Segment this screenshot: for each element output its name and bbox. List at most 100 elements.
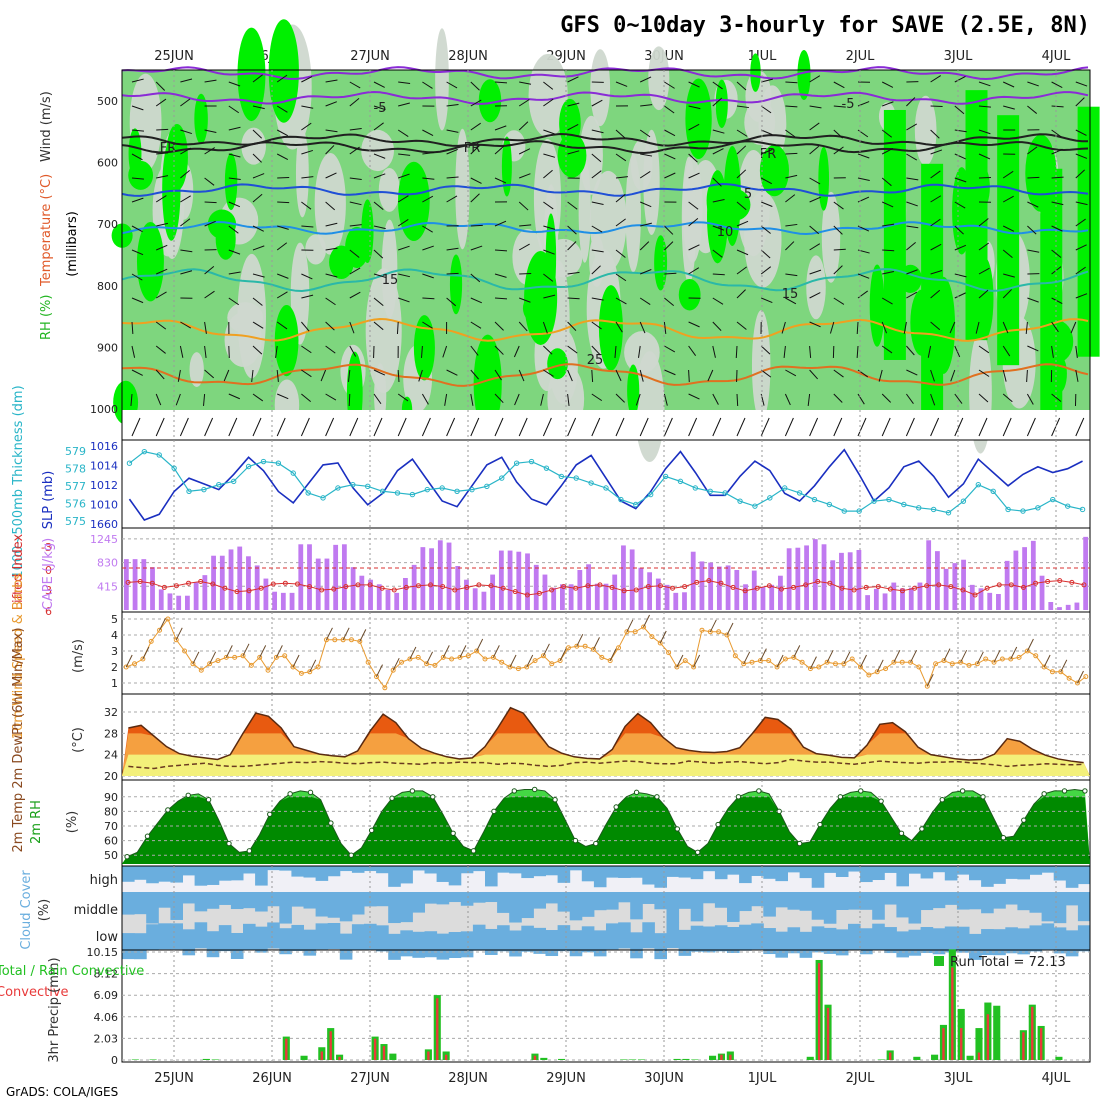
wind-barb bbox=[591, 170, 602, 179]
wind-barb bbox=[422, 151, 435, 155]
wind-barb bbox=[567, 271, 580, 275]
precip-total-bar bbox=[682, 1058, 690, 1060]
surface-wind-barb bbox=[688, 417, 698, 437]
wind-speed-point bbox=[532, 658, 538, 664]
wind-speed-point bbox=[482, 656, 488, 662]
wind-speed-point bbox=[390, 667, 396, 673]
wind-barb bbox=[349, 201, 362, 206]
thickness-point bbox=[275, 460, 282, 466]
cloud-high bbox=[1053, 866, 1067, 881]
surface-wind-barb bbox=[760, 417, 770, 437]
wind-barb bbox=[688, 81, 700, 88]
wind-barb bbox=[785, 273, 798, 277]
wind-speed-point bbox=[232, 654, 238, 660]
cape-bar bbox=[123, 559, 129, 610]
run-total-swatch bbox=[934, 956, 944, 966]
wind-speed-point bbox=[590, 646, 596, 652]
precip-total-bar bbox=[202, 1058, 210, 1060]
wind-barb bbox=[930, 321, 941, 331]
cloud-low bbox=[460, 931, 474, 958]
wind-speed-point bbox=[616, 645, 622, 651]
cloud-high bbox=[134, 866, 147, 880]
wind-barb bbox=[615, 369, 622, 382]
wind-barb bbox=[954, 292, 966, 299]
wind-barb bbox=[180, 129, 193, 135]
rh-point bbox=[939, 796, 945, 803]
precip-frame bbox=[121, 949, 1091, 1063]
cloud-high bbox=[376, 866, 389, 874]
cape-bar bbox=[533, 564, 539, 610]
wind-barb bbox=[639, 76, 652, 83]
wind-speed-point bbox=[824, 659, 830, 665]
cape-bar bbox=[716, 566, 722, 610]
cloud-low bbox=[787, 927, 801, 954]
precip-total-bar bbox=[540, 1057, 548, 1060]
cloud-label: Cloud Cover bbox=[19, 870, 34, 950]
thickness-point bbox=[394, 490, 401, 496]
cloud-low bbox=[956, 926, 970, 953]
cloud-middle bbox=[472, 892, 486, 903]
rh-moist-region bbox=[207, 209, 237, 239]
cape-bar bbox=[873, 588, 879, 610]
surface-wind-barb bbox=[446, 417, 456, 437]
pressure-tick: 1000 bbox=[90, 403, 118, 416]
li-tick: -3 bbox=[41, 541, 52, 554]
wind-barb bbox=[320, 369, 327, 382]
wind-barb bbox=[1027, 201, 1039, 208]
wind-barb bbox=[809, 225, 820, 235]
wind-speed-point bbox=[699, 627, 705, 633]
wind-speed-point bbox=[290, 664, 296, 670]
wind-barb bbox=[422, 297, 435, 300]
precip-convective-bar bbox=[373, 1038, 377, 1060]
wind-barb bbox=[180, 170, 190, 179]
surface-wind-barb bbox=[736, 417, 746, 437]
wind-barb bbox=[494, 125, 507, 131]
wind-barb bbox=[131, 321, 134, 335]
wind-barb bbox=[736, 266, 747, 275]
wind-barb bbox=[301, 369, 312, 378]
wind-barb bbox=[954, 177, 967, 183]
rh-point bbox=[898, 830, 905, 837]
rh-dry-region bbox=[189, 352, 204, 387]
cloud-middle bbox=[243, 892, 256, 909]
cape-bar bbox=[185, 595, 190, 610]
wind-barb bbox=[881, 345, 893, 354]
wind-barb bbox=[131, 249, 144, 256]
wind-barb-10m bbox=[1026, 638, 1034, 652]
thickness-point bbox=[677, 478, 684, 485]
wind-barb bbox=[1002, 289, 1012, 299]
wind-barb bbox=[518, 148, 531, 155]
wind-barb bbox=[663, 321, 667, 334]
wind-speed-point bbox=[1033, 653, 1039, 659]
lifted-index-point bbox=[1057, 578, 1063, 584]
wind-speed-point bbox=[983, 656, 989, 662]
wind10m-label: 10m Wind Speed & Barbs bbox=[11, 573, 26, 740]
thickness-point bbox=[737, 498, 743, 504]
rh-moist-region bbox=[759, 144, 790, 197]
wind-barb bbox=[712, 393, 719, 405]
thickness-point bbox=[171, 465, 177, 471]
wind-barb bbox=[397, 393, 409, 402]
thickness-tick: 578 bbox=[65, 463, 86, 476]
cloud-middle bbox=[787, 892, 801, 910]
rh-dry-region bbox=[305, 234, 327, 265]
cloud-high bbox=[122, 866, 135, 882]
contour-label: -5 bbox=[842, 97, 855, 112]
surface-wind-barb bbox=[978, 417, 988, 437]
wind-speed-point bbox=[348, 637, 354, 643]
wind-barb bbox=[712, 97, 723, 107]
wind-speed-point bbox=[499, 659, 505, 665]
rh-point bbox=[817, 821, 823, 828]
temperature-contour bbox=[121, 268, 1089, 293]
cloud-high bbox=[848, 866, 861, 872]
wind-speed-point bbox=[1074, 680, 1080, 686]
wind-barb bbox=[1075, 244, 1087, 251]
rh-dry-region bbox=[295, 129, 309, 218]
wind-barb bbox=[906, 97, 916, 107]
wind-barb bbox=[518, 201, 529, 211]
cloud-low bbox=[1005, 927, 1018, 954]
wind-speed-point bbox=[440, 654, 446, 660]
wind-barb bbox=[567, 150, 580, 155]
cloud-low bbox=[448, 932, 462, 959]
lifted-index-point bbox=[379, 585, 385, 591]
